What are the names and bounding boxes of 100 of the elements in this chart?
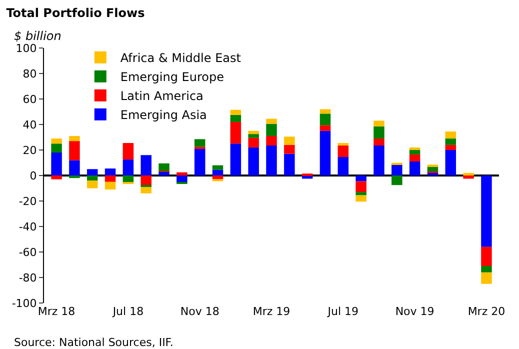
bar (69, 176, 80, 178)
bar (320, 125, 331, 131)
bar (445, 150, 456, 176)
y-tick-label: 0 (30, 169, 37, 182)
bar (51, 138, 62, 144)
bar (248, 138, 259, 148)
bar (338, 146, 349, 158)
bar (86, 176, 98, 181)
bar (158, 163, 170, 172)
bar (194, 148, 206, 176)
x-tick-label: Mrz 20 (468, 305, 506, 318)
bar (356, 176, 366, 182)
bar (51, 144, 62, 153)
x-tick-label: Nov 19 (395, 305, 434, 318)
bar (176, 172, 188, 176)
bar (104, 176, 116, 182)
bar (356, 192, 366, 196)
bar (51, 176, 62, 180)
bar (212, 165, 224, 170)
bar (463, 176, 474, 179)
bar (427, 172, 438, 176)
bar (266, 136, 277, 146)
y-tick-label: 60 (22, 92, 37, 106)
bar (248, 130, 259, 134)
bar (284, 136, 295, 145)
bar (230, 144, 242, 176)
bar (230, 122, 242, 144)
bar (374, 138, 384, 146)
bar (338, 157, 349, 176)
bar (284, 154, 295, 176)
bar (230, 114, 242, 122)
bar (481, 272, 492, 284)
bar (445, 144, 456, 150)
bar (122, 142, 134, 160)
x-tick-label: Jul 19 (326, 305, 359, 318)
y-tick-label: 20 (22, 144, 37, 157)
bar (409, 150, 420, 154)
bar (266, 118, 277, 124)
bar (445, 138, 456, 145)
y-tick-label: -80 (18, 271, 37, 284)
y-tick-label: 40 (22, 118, 37, 132)
x-tick-label: Mrz 19 (252, 305, 290, 318)
bar (392, 164, 402, 176)
y-tick-label: 100 (16, 42, 37, 55)
bar (140, 176, 152, 186)
y-axis-title: $ billion (14, 29, 62, 43)
x-tick-label: Mrz 18 (38, 305, 76, 318)
bar (374, 146, 384, 176)
chart-title: Total Portfolio Flows (6, 6, 145, 20)
y-tick-label: -100 (12, 296, 37, 310)
bar (104, 182, 116, 190)
bar (481, 266, 492, 272)
bar (320, 109, 331, 114)
bar (176, 176, 188, 183)
bar (481, 246, 492, 266)
bar (374, 126, 384, 139)
bar (356, 195, 366, 202)
y-tick-label: 80 (22, 67, 37, 80)
bar (392, 176, 402, 186)
legend-label: Africa & Middle East (120, 51, 242, 66)
bar (69, 160, 80, 176)
bar (320, 130, 331, 176)
x-tick-label: Jul 18 (112, 305, 144, 318)
bar (212, 170, 224, 176)
legend-label: Emerging Asia (120, 108, 207, 122)
bar (284, 144, 295, 154)
bar (122, 160, 134, 176)
legend-label: Latin America (120, 89, 204, 104)
bar (409, 154, 420, 162)
bar (481, 176, 492, 247)
bar (140, 155, 152, 176)
legend-label: Emerging Europe (120, 70, 224, 84)
bar (230, 110, 242, 115)
bar (445, 132, 456, 139)
bar (69, 141, 80, 160)
bar (212, 176, 224, 180)
bar (140, 186, 152, 194)
bar (51, 152, 62, 176)
bar (122, 176, 134, 183)
x-tick-label: Nov 18 (180, 305, 220, 318)
bar (194, 139, 206, 147)
bar (409, 147, 420, 150)
y-tick-label: -40 (18, 220, 37, 234)
bar (374, 120, 384, 126)
bar (320, 114, 331, 126)
bar (409, 161, 420, 176)
bar (248, 134, 259, 138)
bar (158, 172, 170, 176)
bar (86, 169, 98, 176)
bar (338, 142, 349, 146)
bar (266, 124, 277, 136)
bar (69, 136, 80, 142)
y-tick-label: -20 (18, 194, 37, 208)
bar (86, 180, 98, 188)
bar (356, 181, 366, 192)
bar (266, 146, 277, 176)
y-tick-label: -60 (18, 246, 37, 259)
source-note: Source: National Sources, IIF. (14, 336, 174, 349)
bar (463, 172, 474, 176)
bar (248, 147, 259, 176)
